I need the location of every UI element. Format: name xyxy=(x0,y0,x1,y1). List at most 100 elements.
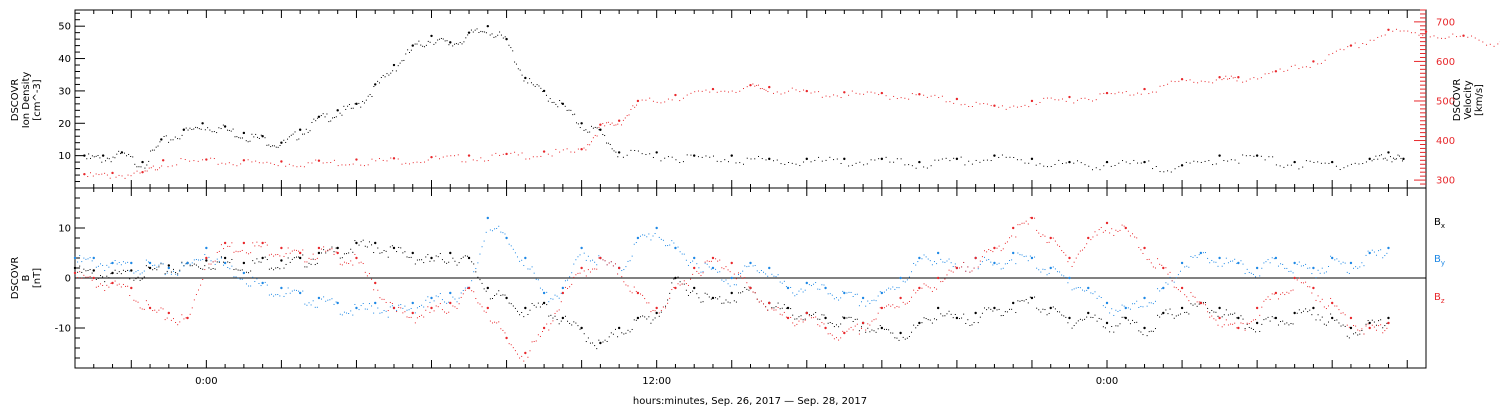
bz-dot xyxy=(435,305,437,307)
by-dot xyxy=(429,301,431,303)
bx-dot xyxy=(1079,318,1081,320)
bx-dot xyxy=(1038,309,1040,311)
bz-dot xyxy=(1382,332,1384,334)
by-dot xyxy=(840,297,842,299)
bz-dot xyxy=(1034,217,1036,219)
velocity-dot xyxy=(1395,28,1397,30)
velocity-dot xyxy=(701,90,703,92)
bz-dot xyxy=(91,279,93,281)
bz-dot xyxy=(931,290,933,292)
velocity-dot xyxy=(1148,93,1150,95)
by-dot xyxy=(1207,257,1209,259)
density-dot xyxy=(290,134,292,136)
density-dot xyxy=(690,154,692,156)
density-dot xyxy=(893,161,895,163)
bz-dot xyxy=(1215,319,1217,321)
bz-dot xyxy=(617,273,619,275)
density-dot xyxy=(1088,165,1090,167)
by-dot xyxy=(800,288,802,290)
density-dot xyxy=(465,37,467,39)
by-dot xyxy=(1044,269,1046,271)
density-dot xyxy=(463,41,465,43)
by-dot xyxy=(383,310,385,312)
bz-dot xyxy=(256,241,258,243)
bz-dot xyxy=(992,251,994,253)
velocity-dot xyxy=(345,164,347,166)
bx-dot xyxy=(1186,311,1188,313)
bz-dot xyxy=(456,307,458,309)
density-dot xyxy=(497,34,499,36)
velocity-point xyxy=(918,93,921,96)
velocity-dot xyxy=(412,162,414,164)
bz-dot xyxy=(439,303,441,305)
by-dot xyxy=(273,295,275,297)
bz-dot xyxy=(1334,305,1336,307)
by-dot xyxy=(1305,263,1307,265)
bz-dot xyxy=(452,305,454,307)
bz-dot xyxy=(1184,294,1186,296)
bx-dot xyxy=(433,260,435,262)
density-dot xyxy=(95,155,97,157)
bx-dot xyxy=(291,258,293,260)
density-dot xyxy=(900,158,902,160)
density-dot xyxy=(268,144,270,146)
bz-dot xyxy=(1363,333,1365,335)
density-dot xyxy=(495,36,497,38)
bz-dot xyxy=(1346,324,1348,326)
bz-dot xyxy=(494,321,496,323)
density-point xyxy=(1387,151,1390,154)
bx-dot xyxy=(654,317,656,319)
density-dot xyxy=(455,43,457,45)
velocity-dot xyxy=(577,148,579,150)
bx-dot xyxy=(118,271,120,273)
by-dot xyxy=(321,298,323,300)
by-dot xyxy=(550,298,552,300)
bz-point xyxy=(711,256,715,260)
density-dot xyxy=(727,161,729,163)
density-dot xyxy=(347,105,349,107)
by-dot xyxy=(233,276,235,278)
bz-dot xyxy=(681,283,683,285)
bz-dot xyxy=(775,309,777,311)
by-dot xyxy=(512,248,514,250)
bz-dot xyxy=(698,272,700,274)
by-dot xyxy=(715,268,717,270)
bx-dot xyxy=(608,336,610,338)
bz-dot xyxy=(154,309,156,311)
bz-dot xyxy=(940,281,942,283)
by-dot xyxy=(341,314,343,316)
density-dot xyxy=(1401,160,1403,162)
by-dot xyxy=(523,265,525,267)
bx-dot xyxy=(177,273,179,275)
bz-dot xyxy=(102,284,104,286)
bz-dot xyxy=(1123,225,1125,227)
bx-dot xyxy=(535,306,537,308)
bz-dot xyxy=(1273,293,1275,295)
by-dot xyxy=(254,280,256,282)
bz-dot xyxy=(410,316,412,318)
by-dot xyxy=(419,305,421,307)
bx-dot xyxy=(329,248,331,250)
velocity-dot xyxy=(1061,98,1063,100)
bz-dot xyxy=(1194,296,1196,298)
density-dot xyxy=(341,114,343,116)
density-dot xyxy=(236,136,238,138)
bx-point xyxy=(1255,321,1259,325)
by-dot xyxy=(514,252,516,254)
by-dot xyxy=(986,259,988,261)
bx-point xyxy=(617,326,621,330)
bx-dot xyxy=(235,268,237,270)
density-dot xyxy=(587,131,589,133)
by-dot xyxy=(767,275,769,277)
by-dot xyxy=(833,298,835,300)
bx-point xyxy=(1143,326,1146,330)
by-dot xyxy=(252,276,254,278)
by-dot xyxy=(779,281,781,283)
by-dot xyxy=(362,303,364,305)
by-dot xyxy=(158,264,160,266)
density-dot xyxy=(296,139,298,141)
bz-dot xyxy=(856,323,858,325)
density-dot xyxy=(1328,162,1330,164)
density-dot xyxy=(1016,159,1018,161)
bz-dot xyxy=(258,245,260,247)
